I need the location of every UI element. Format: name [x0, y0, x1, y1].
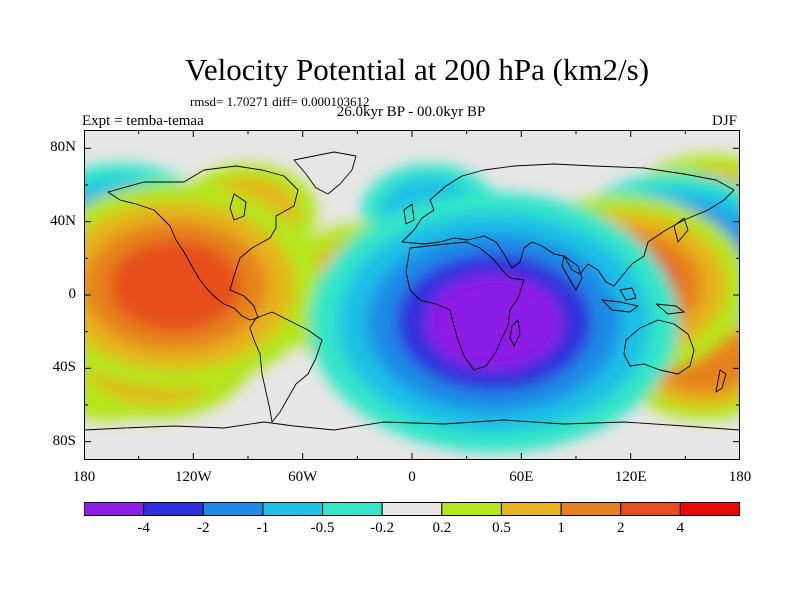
latitude-tick-label: 0 — [68, 286, 77, 302]
longitude-tick-label: 180 — [728, 469, 752, 485]
antarctica-coast — [84, 419, 740, 431]
latitude-tick-label: 40S — [52, 359, 76, 376]
madagascar-coast — [509, 319, 521, 347]
field-contour — [137, 259, 214, 313]
colorbar-label: 1 — [557, 520, 565, 536]
colorbar-label: 0.5 — [492, 520, 511, 536]
colorbar-swatch — [84, 502, 145, 516]
colorbar-label: -4 — [137, 520, 150, 536]
contour-fields — [84, 154, 740, 453]
colorbar-swatch — [381, 502, 443, 516]
colorbar — [84, 502, 740, 516]
colorbar-label: 0.2 — [432, 520, 452, 536]
uk-coast — [403, 203, 415, 225]
colorbar-swatch — [500, 502, 562, 516]
colorbar-swatch — [322, 502, 383, 516]
colorbar-label: -1 — [256, 520, 270, 536]
field-contour — [454, 294, 534, 351]
latitude-tick-label: 80S — [52, 432, 76, 449]
colorbar-swatch — [441, 502, 502, 516]
hudson-bay-coast — [229, 193, 247, 221]
velocity-potential-map — [84, 130, 740, 460]
colorbar-label: -2 — [197, 520, 210, 536]
colorbar-swatch — [202, 502, 264, 516]
borneo-coast — [619, 287, 637, 301]
colorbar-label: -0.5 — [310, 520, 335, 536]
colorbar-swatch — [560, 502, 622, 516]
south-america-coast — [249, 311, 323, 423]
colorbar-swatch — [620, 502, 681, 516]
latitude-tick-label: 80N — [50, 139, 76, 156]
longitude-tick-label: 120E — [614, 469, 647, 485]
colorbar-swatch — [262, 502, 324, 516]
longitude-tick-label: 0 — [408, 469, 416, 485]
coastlines — [84, 151, 740, 431]
greenland-coast — [293, 151, 357, 195]
season-label: DJF — [712, 113, 738, 129]
africa-coast — [405, 241, 525, 371]
colorbar-swatch — [679, 502, 740, 516]
eurasia-coast — [401, 163, 735, 287]
axis-ticks — [84, 130, 740, 460]
longitude-tick-label: 60W — [288, 469, 318, 485]
north-america-coast — [107, 165, 299, 321]
longitude-tick-label: 120W — [174, 469, 212, 485]
australia-coast — [623, 319, 695, 375]
japan-coast — [673, 217, 689, 243]
latitude-tick-label: 40N — [50, 212, 76, 229]
new-guinea-coast — [655, 303, 685, 315]
longitude-tick-label: 180 — [72, 469, 96, 485]
new-zealand-coast — [715, 369, 727, 393]
colorbar-label: 4 — [676, 520, 685, 536]
colorbar-swatch — [143, 502, 204, 516]
period-label: 26.0kyr BP - 00.0kyr BP — [336, 104, 486, 120]
colorbar-label: 2 — [616, 520, 625, 536]
plot-title: Velocity Potential at 200 hPa (km2/s) — [184, 52, 650, 87]
experiment-label: Expt = temba-temaa — [82, 113, 204, 129]
indonesia-coast — [601, 299, 639, 313]
india-coast — [561, 255, 583, 291]
longitude-tick-label: 60E — [509, 469, 534, 485]
colorbar-label: -0.2 — [370, 520, 395, 536]
rmsd-diff-subtitle: rmsd= 1.70271 diff= 0.000103612 — [190, 94, 370, 109]
